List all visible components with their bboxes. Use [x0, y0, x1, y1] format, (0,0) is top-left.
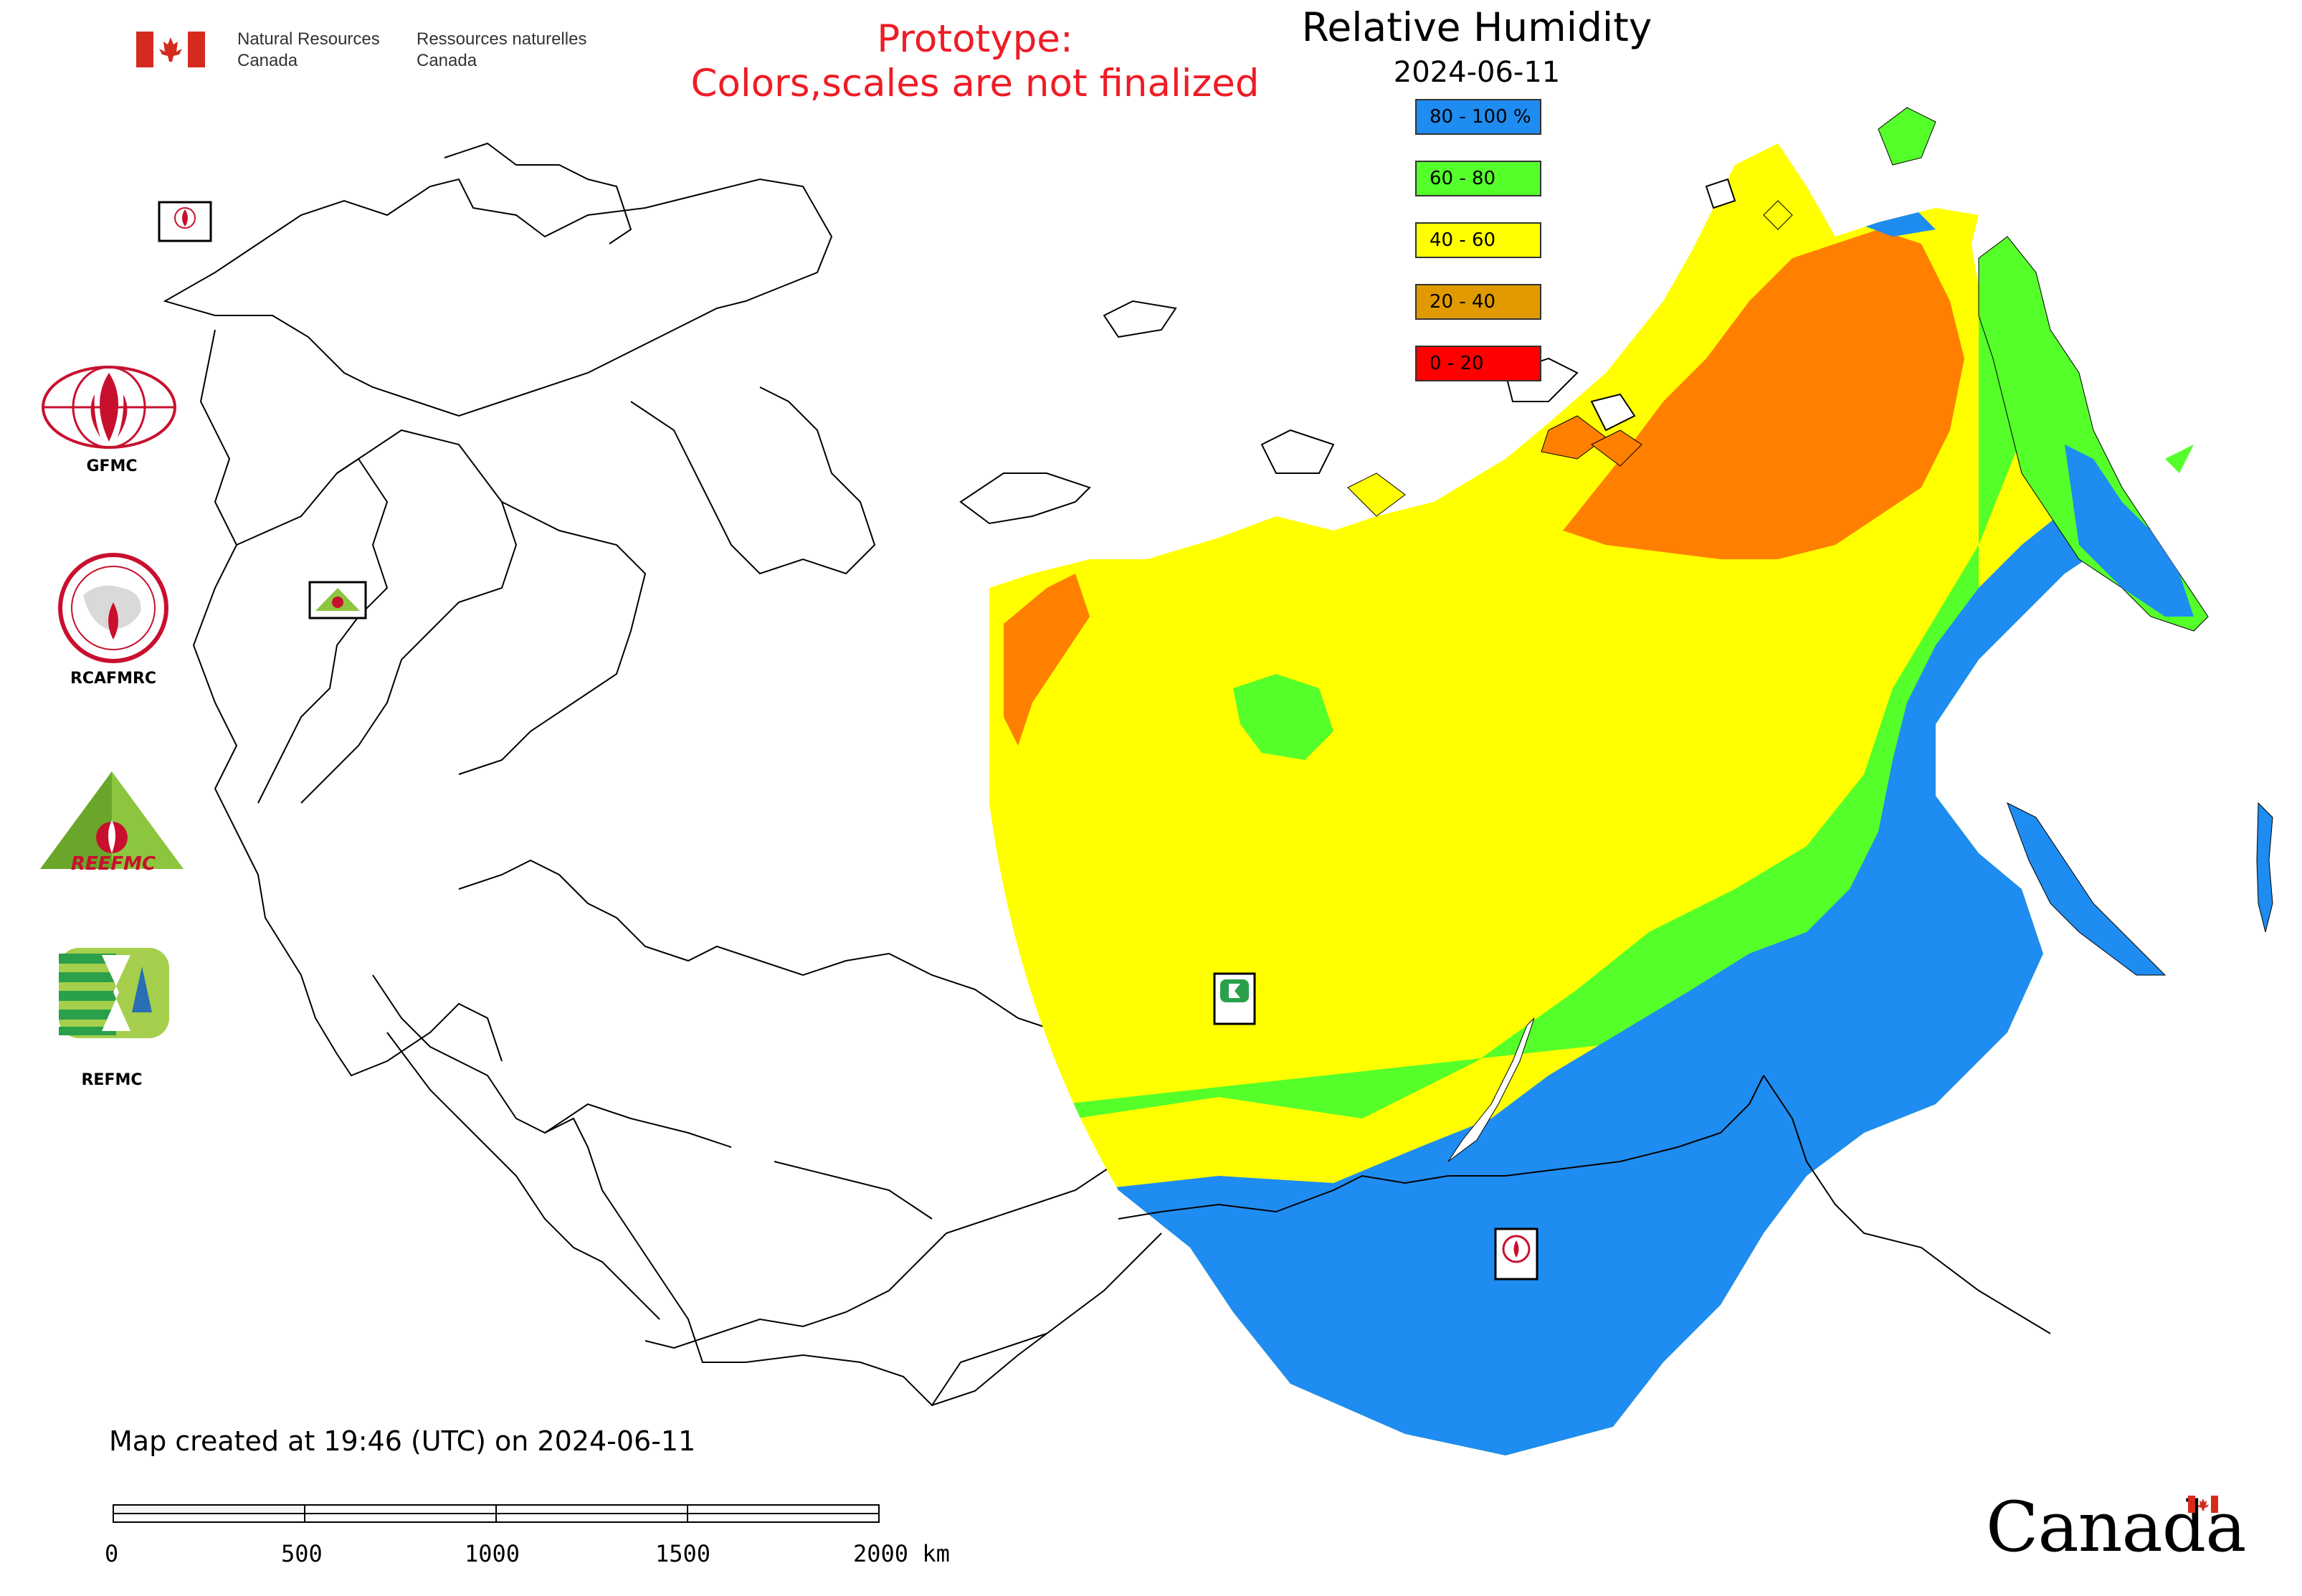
legend-class-0-20: 0 - 20	[1415, 346, 1541, 381]
prototype-notice-line2: Colors,scales are not finalized	[690, 62, 1260, 105]
gfmc-logo-label: GFMC	[86, 457, 138, 475]
department-name-fr-line2: Canada	[417, 51, 477, 70]
rcafmrc-logo-label: RCAFMRC	[70, 670, 157, 688]
legend-class-80-100: 80 - 100 %	[1415, 99, 1541, 135]
canada-wordmark-flag-icon	[2188, 1496, 2218, 1513]
china-border	[1763, 1075, 2051, 1334]
reefmc-marker-icon	[308, 581, 367, 619]
arctic-islands-colored	[1347, 415, 1642, 517]
mongolia-border	[1118, 1075, 1764, 1220]
legend-title: Relative Humidity	[1301, 4, 1652, 50]
legend-class-60-80: 60 - 80	[1415, 161, 1541, 196]
country-boundaries	[163, 142, 1162, 1407]
department-name-en-line1: Natural Resources	[237, 29, 380, 49]
prototype-notice: Prototype: Colors,scales are not finaliz…	[645, 17, 1305, 106]
rcafmrc-logo-icon	[58, 553, 168, 663]
gfmc-marker-icon	[158, 201, 212, 242]
scale-tick-1500: 1500	[655, 1540, 711, 1567]
scale-tick-500: 500	[281, 1540, 323, 1567]
department-name-fr-line1: Ressources naturelles	[417, 29, 587, 49]
legend-date: 2024-06-11	[1393, 56, 1561, 89]
refmc-logo-label: REFMC	[81, 1071, 143, 1089]
scale-tick-0: 0	[105, 1540, 119, 1567]
scale-tick-1000: 1000	[465, 1540, 520, 1567]
refmc-logo-icon	[59, 948, 169, 1038]
canada-flag-icon	[136, 32, 205, 67]
department-name-en: Natural Resources Canada	[237, 29, 380, 72]
east-coast-islands	[1763, 107, 2273, 976]
rcafmrc-marker-icon	[1494, 1227, 1538, 1281]
legend-class-40-60: 40 - 60	[1415, 222, 1541, 258]
scale-bar	[113, 1504, 880, 1523]
department-name-en-line2: Canada	[237, 51, 298, 70]
map-created-text: Map created at 19:46 (UTC) on 2024-06-11	[109, 1425, 696, 1457]
reefmc-logo-icon	[40, 771, 184, 869]
department-name-fr: Ressources naturelles Canada	[417, 29, 586, 72]
scale-tick-2000-km: 2000 km	[853, 1540, 950, 1567]
reefmc-logo-text: REEFMC	[70, 853, 156, 875]
lake-baikal	[1447, 1017, 1535, 1162]
legend-class-20-40: 20 - 40	[1415, 284, 1541, 320]
prototype-notice-line1: Prototype:	[877, 17, 1073, 61]
gfmc-logo-icon	[42, 366, 176, 449]
refmc-marker-icon	[1213, 972, 1256, 1025]
